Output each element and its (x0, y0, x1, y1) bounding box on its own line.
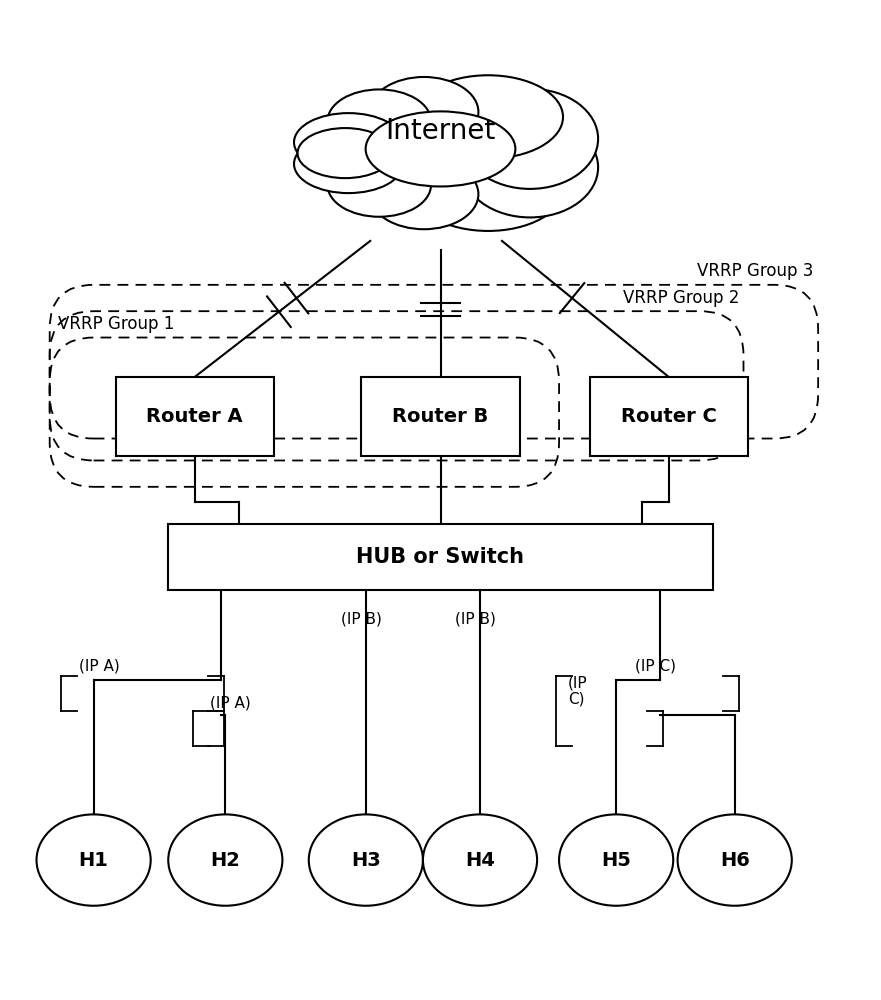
Ellipse shape (413, 148, 563, 231)
Ellipse shape (298, 128, 393, 178)
Text: HUB or Switch: HUB or Switch (357, 547, 524, 567)
Text: H4: H4 (465, 851, 495, 870)
Text: H5: H5 (601, 851, 631, 870)
Text: VRRP Group 2: VRRP Group 2 (623, 289, 739, 307)
Text: (IP A): (IP A) (211, 696, 251, 711)
Ellipse shape (328, 153, 431, 217)
Ellipse shape (366, 111, 515, 186)
Text: VRRP Group 1: VRRP Group 1 (58, 315, 174, 333)
Ellipse shape (294, 135, 403, 193)
Ellipse shape (36, 814, 151, 906)
Text: H1: H1 (78, 851, 108, 870)
Ellipse shape (423, 814, 537, 906)
Ellipse shape (294, 113, 403, 172)
Text: (IP B): (IP B) (341, 612, 381, 627)
Text: Internet: Internet (385, 117, 496, 145)
Ellipse shape (369, 77, 478, 147)
Text: H6: H6 (720, 851, 750, 870)
Text: (IP C): (IP C) (635, 658, 677, 673)
Text: (IP B): (IP B) (455, 612, 496, 627)
Ellipse shape (462, 89, 598, 189)
Text: (IP A): (IP A) (78, 658, 120, 673)
Ellipse shape (328, 89, 431, 153)
Ellipse shape (677, 814, 792, 906)
Ellipse shape (559, 814, 673, 906)
Text: Router B: Router B (392, 407, 489, 426)
Text: H3: H3 (351, 851, 381, 870)
Text: Router A: Router A (146, 407, 243, 426)
Ellipse shape (462, 117, 598, 217)
Ellipse shape (308, 814, 423, 906)
Text: VRRP Group 3: VRRP Group 3 (698, 262, 814, 280)
Ellipse shape (369, 159, 478, 229)
FancyBboxPatch shape (361, 377, 520, 456)
FancyBboxPatch shape (589, 377, 748, 456)
FancyBboxPatch shape (168, 524, 713, 590)
Text: (IP
C): (IP C) (568, 675, 588, 706)
Text: H2: H2 (211, 851, 241, 870)
Text: Router C: Router C (621, 407, 717, 426)
Ellipse shape (413, 75, 563, 159)
Ellipse shape (168, 814, 283, 906)
FancyBboxPatch shape (115, 377, 274, 456)
